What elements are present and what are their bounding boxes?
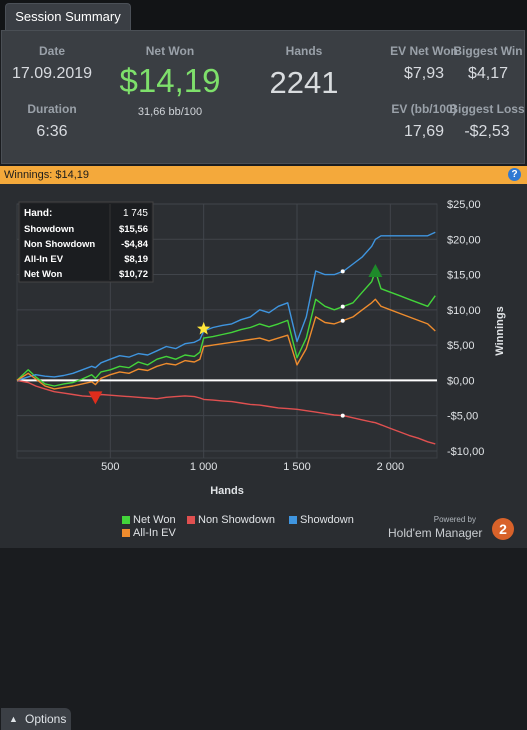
date-label: Date — [38, 44, 65, 58]
net-won-bb-per-100: 31,66 bb/100 — [137, 106, 203, 118]
legend-swatch — [122, 529, 130, 537]
hover-dot — [340, 413, 345, 418]
biggest-win-label: Biggest Win — [453, 44, 523, 58]
biggest-loss-marker — [88, 391, 103, 405]
session-summary-panel: Date 17.09.2019 Duration 6:36 Net Won $1… — [1, 30, 525, 164]
options-button[interactable]: ▲ Options — [1, 708, 71, 730]
tooltip-row-label: All-In EV — [24, 254, 64, 265]
x-tick-label: 2 000 — [377, 461, 405, 473]
winnings-chart: $25,00 $20,00 $15,00 $10,00 $5,00 $0,00 -$5,00… — [16, 199, 506, 539]
x-tick-label: 500 — [101, 461, 119, 473]
tooltip-row-value: $8,19 — [124, 254, 148, 265]
y-axis-label: Winnings — [494, 306, 506, 355]
star-marker — [197, 321, 211, 335]
duration-value: 6:36 — [36, 123, 68, 140]
y-tick-label: $10,00 — [447, 305, 481, 317]
hm2-logo-icon: 2 — [492, 518, 514, 540]
tooltip-row-value: -$4,84 — [121, 239, 149, 250]
legend-label: All-In EV — [133, 527, 176, 539]
legend-swatch — [289, 516, 297, 524]
hands-label: Hands — [285, 44, 323, 58]
series-line — [16, 231, 436, 382]
series-line — [16, 270, 436, 387]
winnings-title: Winnings: $14,19 — [4, 169, 89, 181]
legend-swatch — [187, 516, 195, 524]
winnings-chart-panel: $25,00 $20,00 $15,00 $10,00 $5,00 $0,00 -$5,00… — [0, 184, 527, 730]
x-axis-label: Hands — [210, 485, 244, 497]
biggest-win-marker — [368, 264, 383, 278]
net-won-value: $14,19 — [119, 62, 221, 99]
x-tick-label: 1 000 — [190, 461, 218, 473]
powered-by-text: Powered by — [433, 515, 476, 524]
options-label: Options — [25, 712, 67, 726]
tooltip-row-label: Showdown — [24, 224, 74, 235]
biggest-loss-label: Biggest Loss — [449, 102, 525, 116]
y-tick-label: $15,00 — [447, 270, 481, 282]
net-won-label: Net Won — [145, 44, 195, 58]
tab-session-summary[interactable]: Session Summary — [5, 3, 131, 30]
legend-label: Non Showdown — [198, 514, 275, 526]
biggest-loss-value: -$2,53 — [464, 123, 510, 140]
brand-name: Hold'em Manager — [388, 526, 483, 540]
hm-brand: Powered by Hold'em Manager 2 — [388, 513, 518, 545]
tooltip-row-value: $10,72 — [119, 269, 148, 280]
hover-dot — [340, 304, 345, 309]
legend-label: Net Won — [133, 514, 176, 526]
hover-dot — [340, 318, 345, 323]
ev-bb-label: EV (bb/100) — [391, 102, 457, 116]
ev-bb-value: 17,69 — [403, 123, 445, 140]
tooltip-hand-label: Hand: — [24, 208, 52, 219]
tooltip-row-label: Non Showdown — [24, 239, 95, 250]
tooltip-hand-value: 1 745 — [123, 208, 148, 219]
date-value: 17.09.2019 — [11, 65, 93, 82]
ev-net-won-value: $7,93 — [403, 65, 445, 82]
x-tick-label: 1 500 — [283, 461, 311, 473]
tooltip-inner — [21, 204, 151, 280]
y-tick-label: $25,00 — [447, 199, 481, 211]
biggest-win-value: $4,17 — [467, 65, 509, 82]
series-line — [16, 298, 436, 390]
chevron-up-icon: ▲ — [9, 714, 18, 724]
tab-bar: Session Summary — [0, 0, 527, 30]
y-tick-label: -$5,00 — [447, 411, 478, 423]
chart-legend: Net Won Non Showdown Showdown All-In EV — [122, 514, 354, 539]
y-tick-label: $5,00 — [447, 340, 475, 352]
hands-value: 2241 — [269, 65, 339, 100]
ev-net-won-label: EV Net Won — [390, 44, 458, 58]
y-tick-label: $20,00 — [447, 234, 481, 246]
legend-label: Showdown — [300, 514, 354, 526]
tooltip-row-label: Net Won — [24, 269, 63, 280]
y-tick-label: -$10,00 — [447, 446, 484, 458]
legend-swatch — [122, 516, 130, 524]
y-tick-label: $0,00 — [447, 375, 475, 387]
hover-dot — [340, 269, 345, 274]
hover-tooltip: Hand: 1 745 Showdown $15,56 Non Showdown… — [18, 201, 154, 283]
help-icon[interactable]: ? — [508, 168, 521, 181]
tooltip-row-value: $15,56 — [119, 224, 148, 235]
winnings-header: Winnings: $14,19 ? — [0, 166, 527, 184]
duration-label: Duration — [27, 102, 77, 116]
